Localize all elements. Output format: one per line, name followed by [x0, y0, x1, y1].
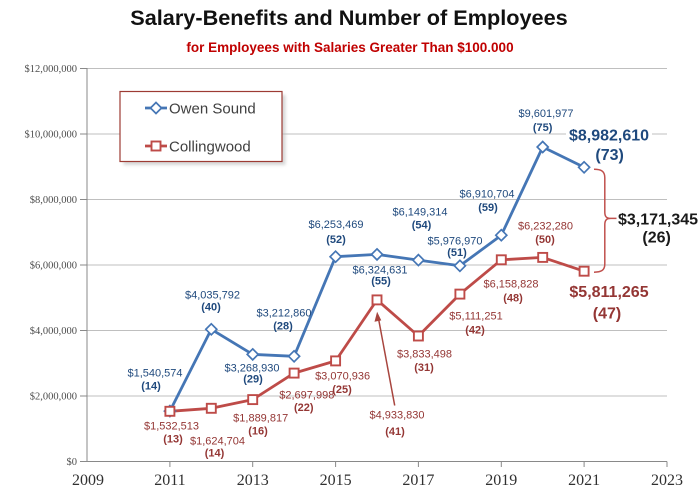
- svg-text:(26): (26): [642, 230, 670, 247]
- svg-text:(29): (29): [243, 374, 263, 386]
- svg-text:$1,624,704: $1,624,704: [190, 436, 245, 448]
- svg-text:(25): (25): [332, 384, 352, 396]
- svg-text:Salary-Benefits and Number of: Salary-Benefits and Number of Employees: [130, 5, 568, 30]
- svg-text:$5,111,251: $5,111,251: [449, 311, 502, 323]
- svg-text:$3,212,860: $3,212,860: [256, 308, 311, 320]
- svg-text:$6,324,631: $6,324,631: [352, 265, 407, 277]
- svg-text:$6,232,280: $6,232,280: [518, 221, 573, 233]
- svg-text:(59): (59): [478, 202, 498, 214]
- svg-text:2017: 2017: [402, 472, 434, 489]
- svg-text:$4,035,792: $4,035,792: [185, 290, 240, 302]
- svg-text:2009: 2009: [72, 472, 104, 489]
- svg-text:(31): (31): [414, 362, 434, 374]
- svg-text:$1,889,817: $1,889,817: [233, 413, 288, 425]
- svg-text:$3,070,936: $3,070,936: [315, 371, 370, 383]
- svg-text:2023: 2023: [651, 472, 683, 489]
- svg-text:2019: 2019: [485, 472, 517, 489]
- svg-text:(51): (51): [447, 247, 467, 259]
- svg-text:(50): (50): [535, 234, 555, 246]
- svg-text:(54): (54): [412, 220, 432, 232]
- svg-text:Collingwood: Collingwood: [169, 138, 251, 155]
- svg-text:(75): (75): [533, 122, 553, 134]
- svg-text:(40): (40): [201, 302, 221, 314]
- svg-text:$6,253,469: $6,253,469: [308, 219, 363, 231]
- svg-text:(42): (42): [465, 325, 485, 337]
- svg-text:2011: 2011: [154, 472, 185, 489]
- svg-text:2021: 2021: [568, 472, 600, 489]
- svg-text:$6,158,828: $6,158,828: [483, 279, 538, 291]
- svg-text:$1,532,513: $1,532,513: [144, 421, 199, 433]
- svg-text:$3,268,930: $3,268,930: [224, 363, 279, 375]
- svg-text:$6,000,000: $6,000,000: [30, 261, 77, 272]
- svg-text:(52): (52): [326, 234, 346, 246]
- svg-text:$3,833,498: $3,833,498: [397, 349, 452, 361]
- svg-text:$6,149,314: $6,149,314: [392, 207, 447, 219]
- svg-text:$2,000,000: $2,000,000: [30, 392, 77, 403]
- svg-text:for Employees with Salaries Gr: for Employees with Salaries Greater Than…: [186, 40, 513, 55]
- svg-text:(14): (14): [205, 448, 225, 460]
- svg-text:(16): (16): [248, 426, 268, 438]
- svg-text:(22): (22): [294, 402, 314, 414]
- svg-text:$5,976,970: $5,976,970: [427, 236, 482, 248]
- svg-text:$1,540,574: $1,540,574: [127, 368, 182, 380]
- svg-text:Owen Sound: Owen Sound: [169, 100, 256, 117]
- svg-text:$0: $0: [67, 457, 78, 468]
- svg-text:$8,982,610: $8,982,610: [569, 128, 649, 145]
- svg-text:$10,000,000: $10,000,000: [25, 130, 78, 141]
- svg-text:(41): (41): [385, 426, 405, 438]
- svg-text:$3,171,345: $3,171,345: [618, 212, 698, 229]
- svg-text:(73): (73): [595, 147, 623, 164]
- svg-text:$4,933,830: $4,933,830: [369, 410, 424, 422]
- svg-text:2013: 2013: [237, 472, 269, 489]
- svg-text:$6,910,704: $6,910,704: [459, 189, 514, 201]
- svg-text:(48): (48): [503, 293, 523, 305]
- svg-text:(14): (14): [141, 381, 161, 393]
- svg-text:(13): (13): [163, 434, 183, 446]
- svg-text:$4,000,000: $4,000,000: [30, 326, 77, 337]
- svg-text:(55): (55): [371, 276, 391, 288]
- svg-text:$9,601,977: $9,601,977: [518, 108, 573, 120]
- svg-text:$5,811,265: $5,811,265: [569, 284, 648, 301]
- svg-text:$8,000,000: $8,000,000: [30, 195, 77, 206]
- svg-text:$2,697,998: $2,697,998: [279, 390, 334, 402]
- svg-text:(28): (28): [273, 321, 293, 333]
- svg-text:(47): (47): [593, 306, 621, 323]
- svg-text:$12,000,000: $12,000,000: [25, 64, 78, 75]
- svg-text:2015: 2015: [320, 472, 352, 489]
